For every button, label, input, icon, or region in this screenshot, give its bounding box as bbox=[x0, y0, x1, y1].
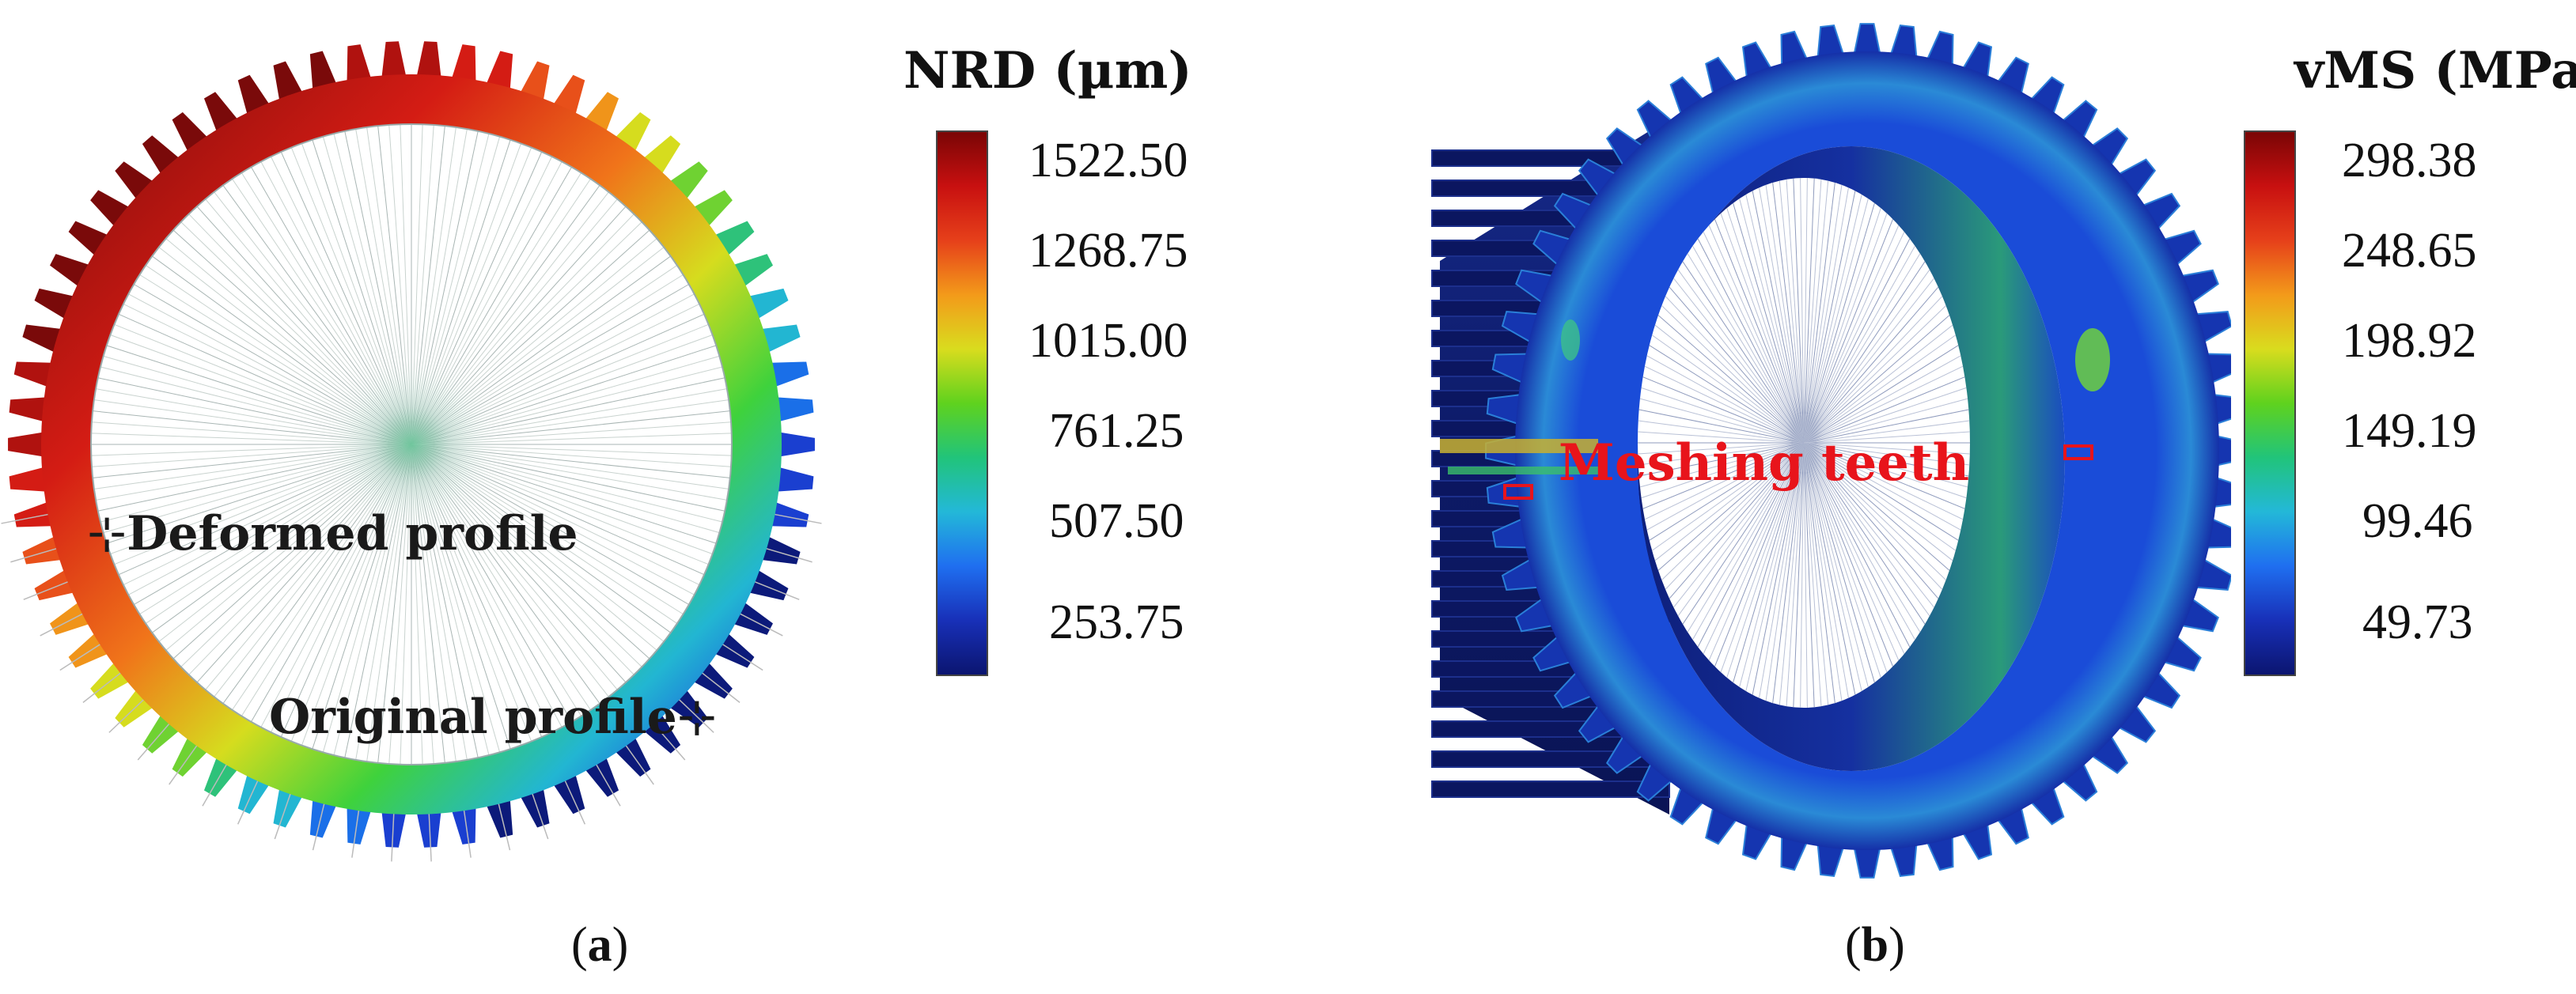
stress-hotspots bbox=[1440, 319, 2110, 474]
crosshair-marker: ⊹ bbox=[87, 506, 127, 561]
panel-a: ⊹Deformed profile Original profile⊹ NRD … bbox=[0, 0, 1266, 994]
crosshair-marker: ⊹ bbox=[676, 690, 718, 745]
colorbar-tick: 507.50 bbox=[1049, 494, 1184, 548]
mesh-lines-b bbox=[1638, 178, 1970, 708]
meshing-teeth-label: Meshing teeth bbox=[1559, 433, 1970, 493]
colorbar-tick: 298.38 bbox=[2342, 134, 2477, 187]
colorbar-a bbox=[936, 130, 988, 676]
meshing-marker-right bbox=[2063, 444, 2093, 460]
colorbar-tick: 49.73 bbox=[2362, 595, 2473, 649]
colorbar-title-b: vMS (MPa) bbox=[2294, 41, 2576, 100]
colorbar-tick: 248.65 bbox=[2342, 224, 2477, 278]
colorbar-tick: 1268.75 bbox=[1029, 224, 1188, 278]
colorbar-tick: 149.19 bbox=[2342, 404, 2477, 458]
gear-ring-deformation-plot bbox=[1, 41, 822, 862]
panel-b: Meshing teeth vMS (MPa) 298.38 248.65 19… bbox=[1266, 0, 2576, 994]
gear-stress-plot bbox=[1431, 23, 2231, 879]
deformed-profile-label: ⊹Deformed profile bbox=[87, 506, 578, 561]
original-profile-label: Original profile⊹ bbox=[269, 690, 718, 745]
colorbar-tick: 1015.00 bbox=[1029, 314, 1188, 368]
meshing-marker-left bbox=[1503, 484, 1533, 500]
original-profile-circle bbox=[90, 123, 733, 765]
colorbar-tick: 253.75 bbox=[1049, 595, 1184, 649]
caption-b: (b) bbox=[1845, 918, 1905, 972]
hub-glow-a bbox=[316, 350, 506, 539]
colorbar-tick: 1522.50 bbox=[1029, 134, 1188, 187]
caption-a: (a) bbox=[571, 918, 629, 972]
colorbar-b bbox=[2244, 130, 2296, 676]
colorbar-tick: 761.25 bbox=[1049, 404, 1184, 458]
colorbar-tick: 198.92 bbox=[2342, 314, 2477, 368]
colorbar-tick: 99.46 bbox=[2362, 494, 2473, 548]
colorbar-title-a: NRD (µm) bbox=[903, 41, 1192, 100]
